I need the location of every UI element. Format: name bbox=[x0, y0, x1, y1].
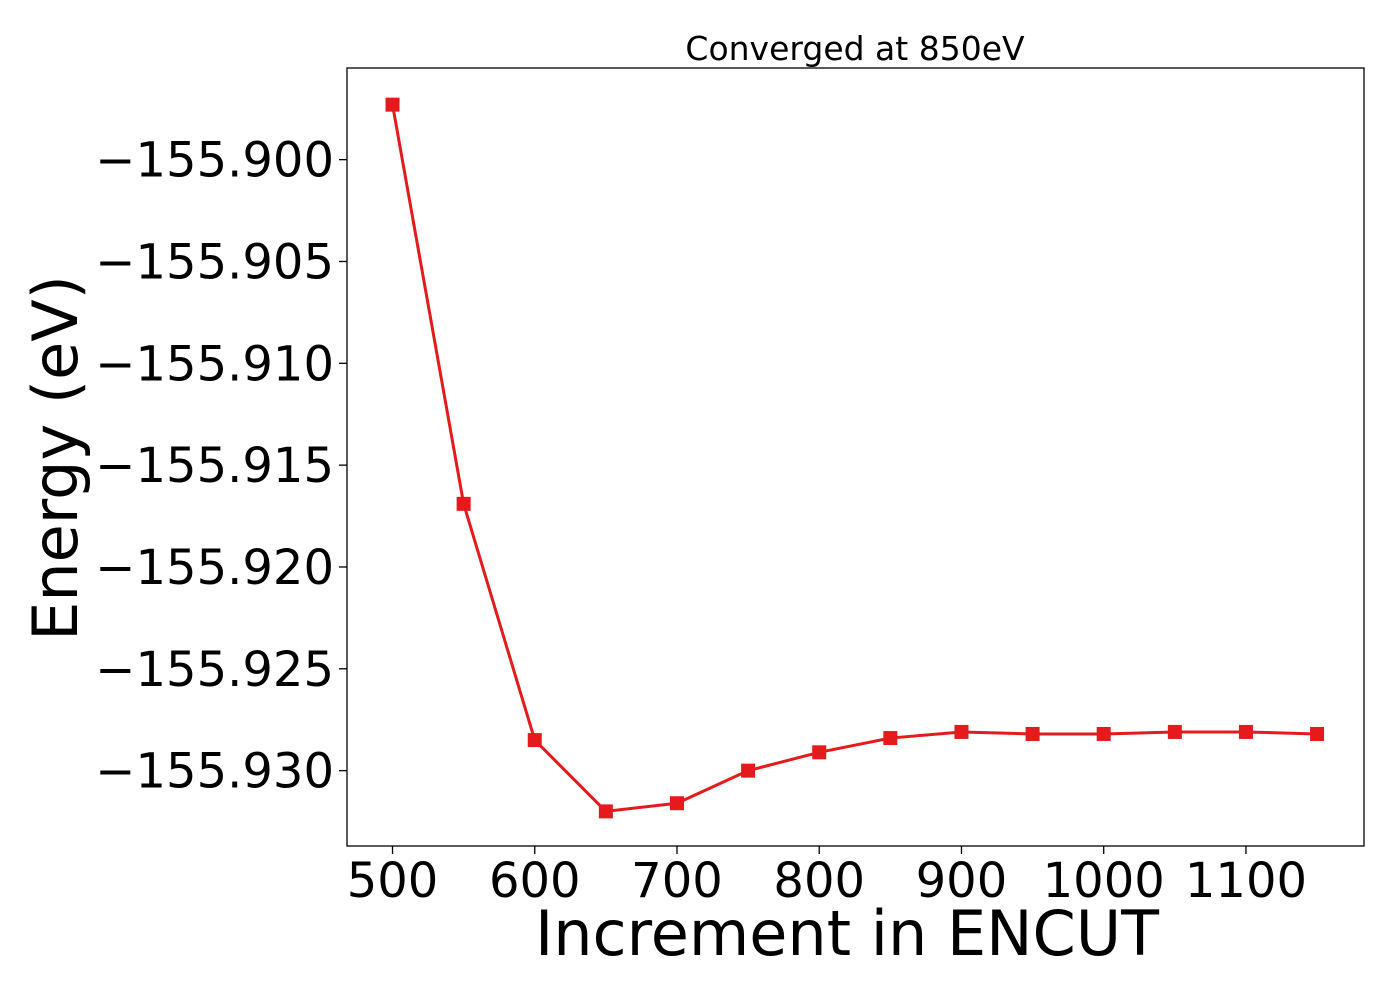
series-line bbox=[391, 104, 1318, 813]
data-point-marker bbox=[598, 804, 613, 819]
plot-area-frame bbox=[346, 67, 1365, 847]
x-tick-label: 500 bbox=[347, 853, 439, 909]
y-tick-label: −155.900 bbox=[95, 133, 334, 189]
data-point-marker bbox=[883, 731, 898, 746]
data-point-marker bbox=[812, 745, 827, 760]
x-tick-label: 800 bbox=[773, 853, 865, 909]
x-axis: 500 600 700 800 900 1000 1100 bbox=[347, 846, 1307, 909]
y-axis-label: Energy (eV) bbox=[19, 275, 92, 641]
chart-title: Converged at 850eV bbox=[685, 29, 1025, 68]
y-tick-label: −155.905 bbox=[95, 234, 334, 290]
data-point-marker bbox=[1310, 726, 1325, 741]
data-point-marker bbox=[954, 724, 969, 739]
x-tick-label: 600 bbox=[489, 853, 581, 909]
y-tick-label: −155.925 bbox=[95, 642, 334, 698]
data-point-marker bbox=[1238, 724, 1253, 739]
data-point-marker bbox=[1167, 724, 1182, 739]
data-point-marker bbox=[669, 796, 684, 811]
y-tick-label: −155.915 bbox=[95, 438, 334, 494]
y-tick-label: −155.930 bbox=[95, 744, 334, 800]
x-tick-label: 900 bbox=[916, 853, 1008, 909]
series-layer bbox=[385, 97, 1325, 819]
data-point-marker bbox=[1025, 726, 1040, 741]
y-axis: −155.900 −155.905 −155.910 −155.915 −155.920… bbox=[95, 133, 347, 800]
x-tick-label: 1100 bbox=[1185, 853, 1307, 909]
data-point-marker bbox=[527, 733, 542, 748]
data-point-marker bbox=[741, 763, 756, 778]
x-tick-label: 700 bbox=[631, 853, 723, 909]
data-point-marker bbox=[1096, 726, 1111, 741]
y-tick-label: −155.910 bbox=[95, 336, 334, 392]
y-tick-label: −155.920 bbox=[95, 540, 334, 596]
data-point-marker bbox=[385, 97, 400, 112]
x-axis-label: Increment in ENCUT bbox=[535, 897, 1160, 970]
data-point-marker bbox=[456, 496, 471, 511]
x-tick-label: 1000 bbox=[1043, 853, 1165, 909]
